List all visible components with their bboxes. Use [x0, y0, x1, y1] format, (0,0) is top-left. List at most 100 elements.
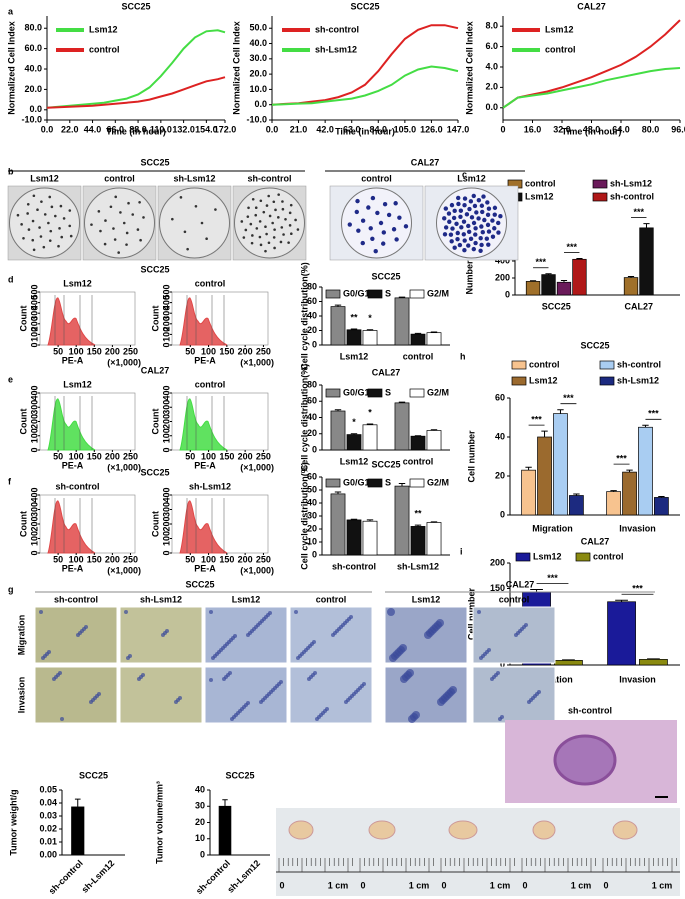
colony [479, 242, 484, 248]
colony [26, 212, 29, 215]
significance-label: ** [350, 312, 358, 322]
colony [131, 213, 135, 216]
colony [265, 204, 269, 207]
cell [477, 610, 481, 614]
colony [458, 214, 463, 219]
y-tick-label: -10.0 [246, 114, 267, 124]
cell [537, 690, 541, 694]
y-tick-label: 40 [495, 431, 505, 441]
colony [373, 249, 378, 254]
colony [62, 217, 66, 220]
error-bar [627, 276, 635, 278]
y-tick-label: 0 [200, 849, 205, 859]
colony [287, 241, 290, 244]
y-tick-label: 300 [161, 306, 171, 321]
colony [125, 231, 129, 235]
transwell-photo [204, 666, 288, 724]
bar [569, 495, 584, 516]
legend-label: G0/G1 [343, 387, 370, 397]
cell [124, 610, 128, 614]
flow-y-label: Count [150, 511, 160, 537]
y-tick-label: 100 [161, 428, 171, 443]
legend-label: sh-Lsm12 [315, 44, 357, 54]
row-label: Invasion [16, 677, 26, 714]
x-tick-label: 22.0 [61, 124, 79, 134]
x-tick-label: 150 [219, 451, 234, 461]
flow-x-unit: (×1,000) [107, 565, 141, 575]
colony [471, 193, 476, 199]
cell [313, 671, 317, 675]
bar [537, 436, 552, 516]
legend-label: sh-Lsm12 [610, 178, 652, 188]
chart-title: CAL27 [372, 367, 401, 377]
y-axis-label: Tumor weight/g [8, 789, 18, 855]
row-label: Migration [16, 615, 26, 656]
x-tick-label: 100 [69, 451, 84, 461]
bar [362, 330, 378, 346]
colony [484, 236, 490, 241]
colony [442, 216, 447, 221]
series-line [46, 29, 226, 109]
error-bar [334, 409, 342, 411]
error-bar [222, 799, 228, 807]
y-tick-label: 0.03 [39, 810, 57, 820]
significance-label: *** [536, 257, 547, 267]
cell [209, 678, 213, 682]
error-bar [647, 658, 660, 660]
y-tick-label: 0 [500, 509, 505, 519]
cell [436, 619, 444, 627]
legend-swatch [409, 478, 425, 488]
x-tick-label: SCC25 [542, 301, 571, 311]
colony [277, 216, 280, 219]
y-tick-label: 0 [161, 342, 171, 347]
flow-x-unit: (×1,000) [107, 462, 141, 472]
colony [40, 200, 43, 203]
photo-group-label: CAL27 [506, 579, 535, 589]
colony [282, 233, 285, 236]
x-tick-label: 44.0 [84, 124, 102, 134]
y-tick-label: 400 [161, 295, 171, 310]
colony [394, 237, 399, 242]
bar [638, 426, 653, 516]
flow-x-label: PE-A [194, 460, 216, 470]
cell [279, 680, 283, 684]
bar [606, 491, 621, 516]
y-tick-label: 200 [161, 316, 171, 331]
colony [272, 236, 276, 239]
ruler-label: 0 [279, 880, 284, 890]
significance-label: *** [616, 454, 627, 464]
y-tick-label: 200 [490, 557, 505, 567]
bar [654, 497, 669, 516]
y-tick-label: 0 [505, 289, 510, 299]
colony [90, 223, 93, 226]
colony [496, 220, 501, 226]
flow-header: SCC25 [140, 467, 169, 477]
legend-swatch [592, 179, 608, 189]
y-tick-label: -10.0 [21, 114, 42, 124]
colony [49, 229, 53, 233]
histology-feature [553, 734, 617, 786]
legend-label: sh-control [315, 24, 359, 34]
x-tick-label: 250 [123, 554, 138, 564]
tumor [612, 820, 638, 840]
y-tick-label: 100 [29, 327, 39, 342]
series-line [502, 19, 681, 109]
y-tick-label: 200 [29, 316, 39, 331]
x-tick-label: sh-Lsm12 [80, 858, 117, 895]
dish [159, 187, 230, 259]
colony [38, 226, 41, 229]
colony [271, 221, 274, 225]
colony [360, 240, 365, 246]
x-tick-label: CAL27 [624, 301, 653, 311]
x-tick-label: 50 [53, 554, 63, 564]
y-tick-label: 6.0 [485, 41, 498, 51]
colony [476, 216, 481, 221]
colony [492, 205, 498, 211]
photo-sample-label: control [361, 173, 392, 183]
significance-label: *** [648, 409, 659, 419]
x-tick-label: 200 [238, 554, 253, 564]
legend-label: G2/M [427, 387, 449, 397]
flow-x-unit: (×1,000) [240, 565, 274, 575]
y-tick-label: 10 [195, 833, 205, 843]
y-tick-label: 80 [307, 379, 317, 389]
